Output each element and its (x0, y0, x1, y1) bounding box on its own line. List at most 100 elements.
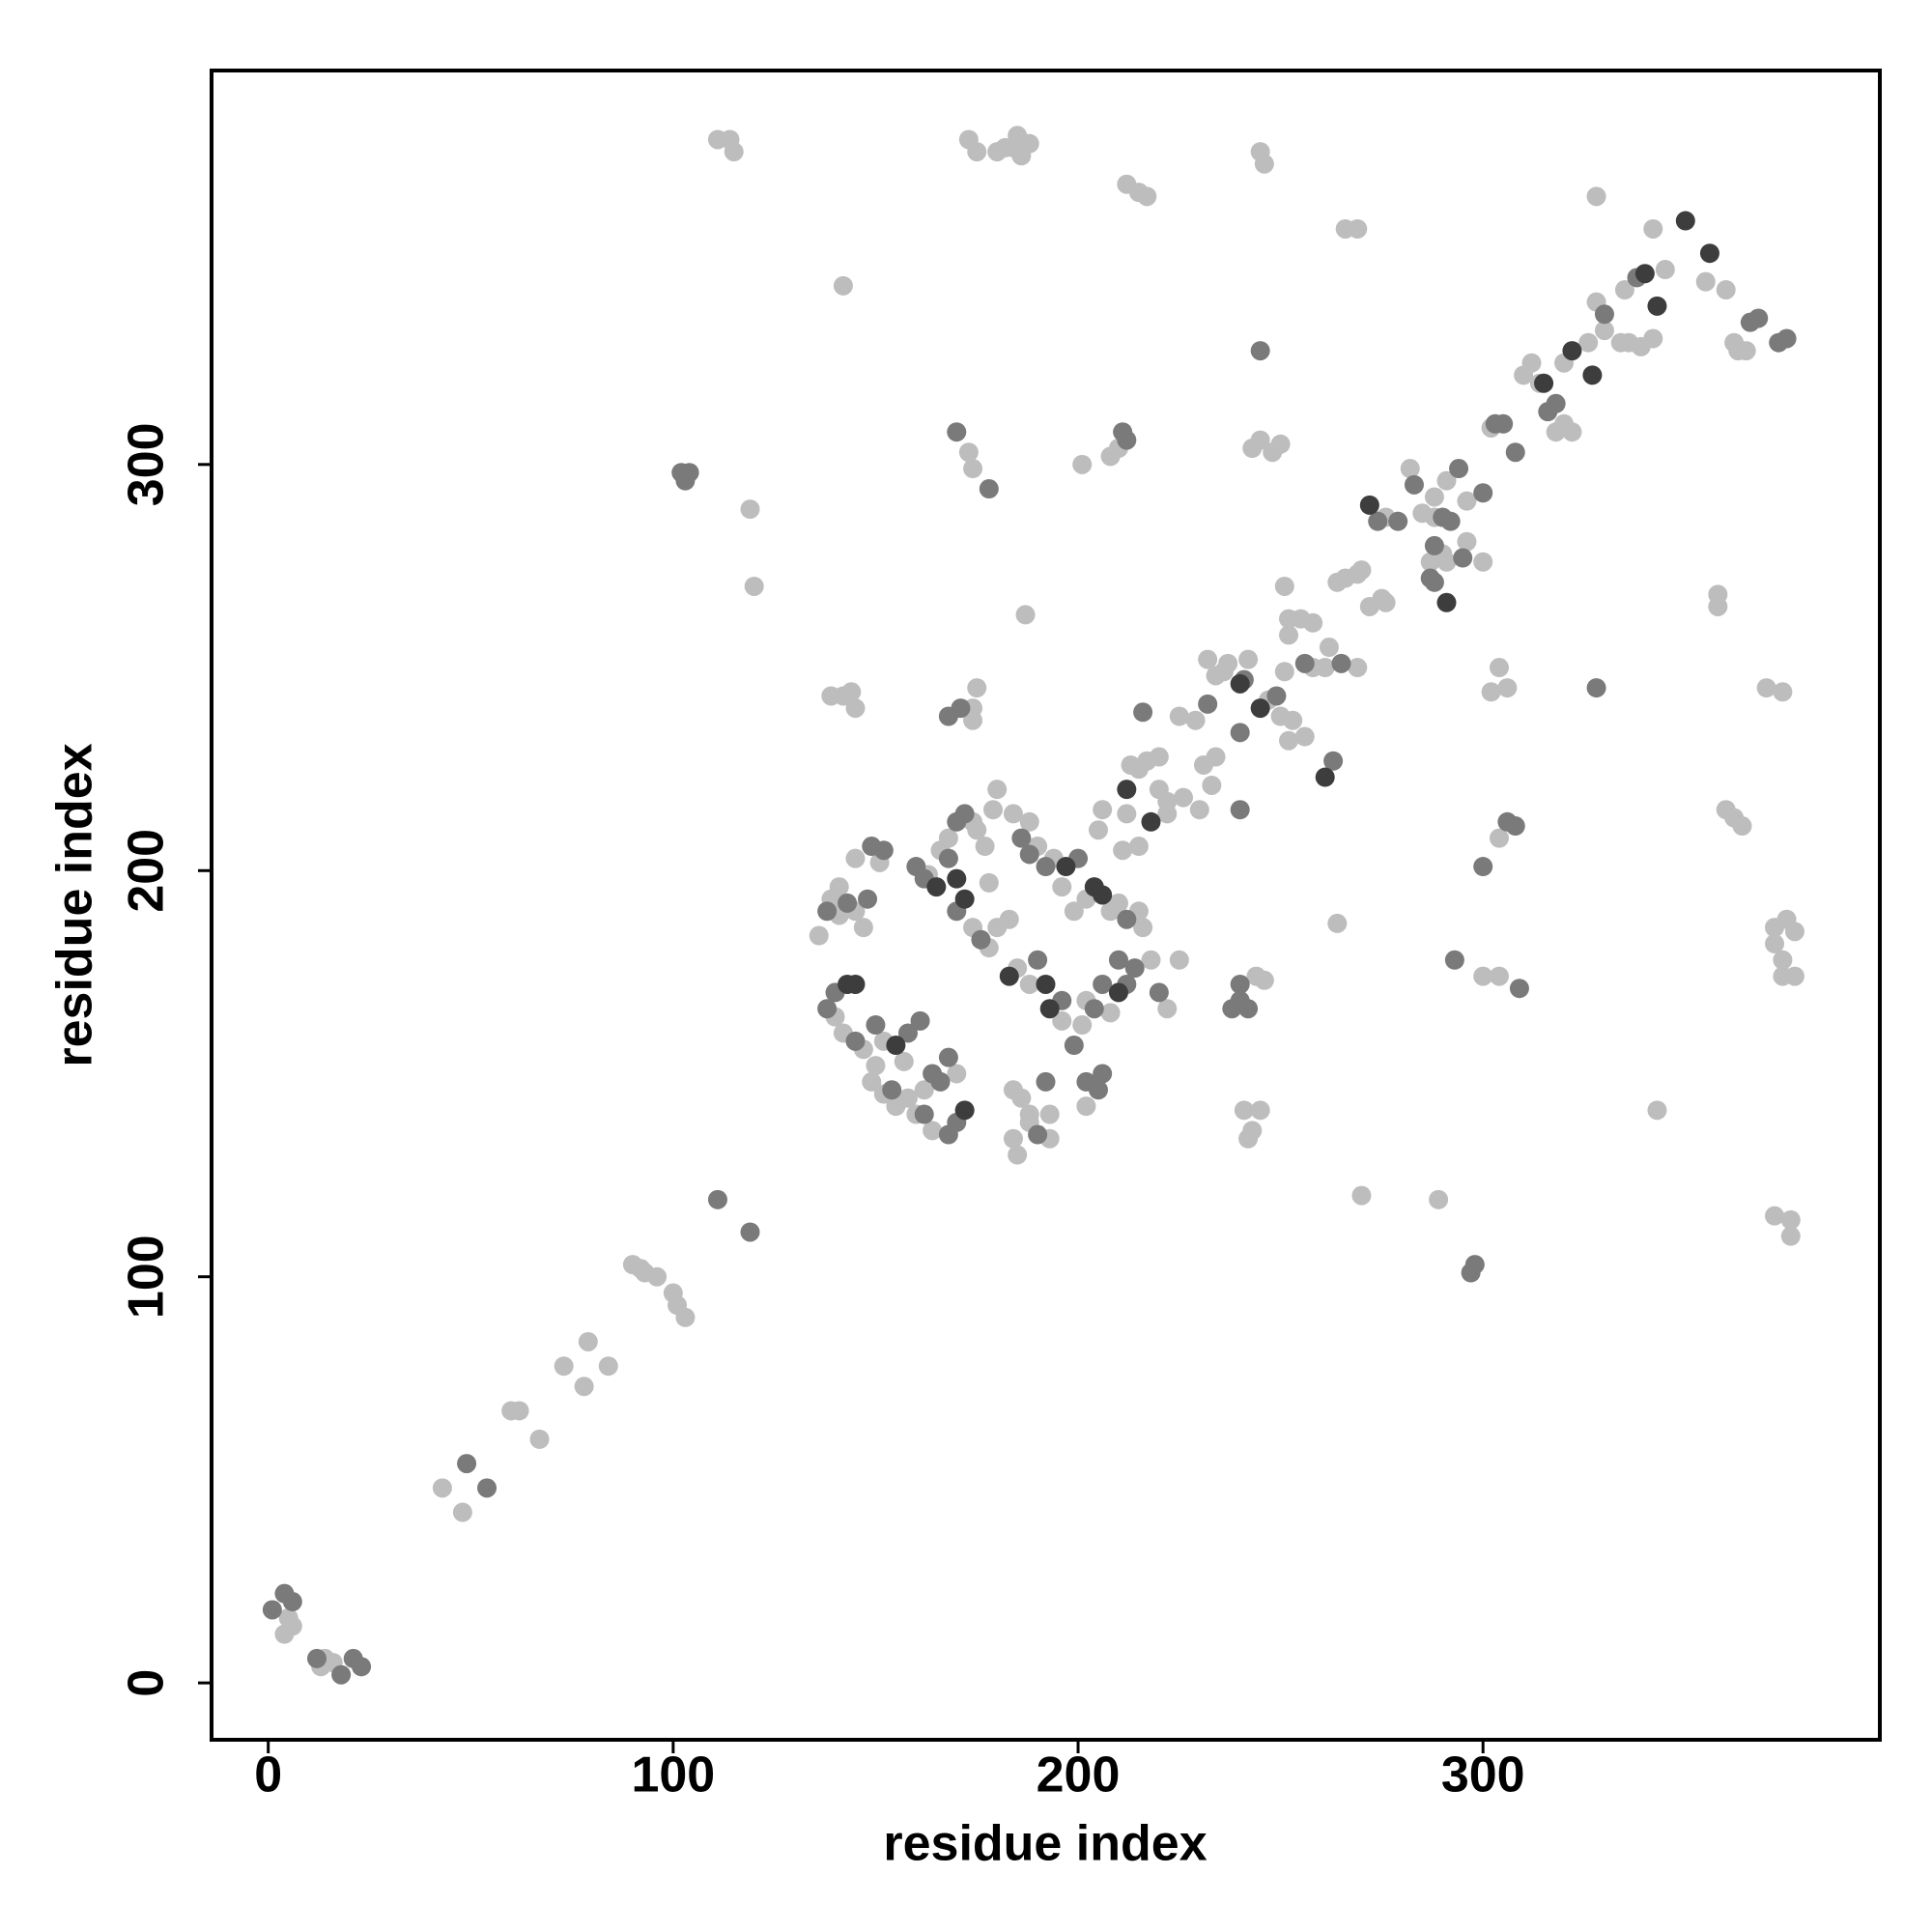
point (1429, 1189, 1449, 1209)
point (1675, 211, 1695, 231)
point (1351, 1185, 1372, 1206)
point (1509, 979, 1529, 999)
point (1473, 552, 1493, 572)
point (282, 1592, 302, 1612)
point (897, 1088, 918, 1108)
point (1039, 999, 1060, 1019)
point (1562, 341, 1582, 361)
point (452, 1502, 472, 1522)
point (967, 142, 987, 162)
point (1765, 933, 1785, 953)
point (457, 1454, 477, 1474)
point (1319, 638, 1339, 658)
point (1449, 459, 1469, 479)
point (1117, 430, 1137, 450)
point (1222, 999, 1242, 1019)
point (1481, 682, 1501, 702)
point (675, 470, 696, 491)
point (1424, 572, 1444, 592)
point (1039, 1104, 1060, 1124)
point (963, 710, 983, 730)
point (1736, 341, 1756, 361)
point (1732, 816, 1752, 837)
point (829, 877, 849, 897)
point (1149, 982, 1169, 1003)
point (1011, 828, 1032, 848)
point (817, 901, 838, 922)
point (1756, 678, 1776, 698)
point (740, 499, 760, 520)
point (1185, 710, 1206, 730)
point (845, 698, 866, 719)
point (1376, 592, 1396, 612)
point (1348, 658, 1368, 678)
point (352, 1657, 372, 1677)
point (1773, 682, 1793, 702)
point (938, 1047, 958, 1067)
point (1594, 321, 1614, 341)
point (1250, 430, 1270, 450)
point (1270, 706, 1291, 726)
point (866, 1015, 886, 1036)
point (1056, 857, 1076, 877)
point (1294, 653, 1315, 673)
point (1117, 780, 1137, 800)
point (1404, 474, 1424, 495)
point (1436, 592, 1457, 612)
point (1230, 974, 1250, 994)
point (845, 974, 866, 994)
point (1254, 154, 1274, 174)
point (1052, 877, 1072, 897)
point (1019, 844, 1039, 865)
point (1457, 491, 1477, 511)
point (1538, 402, 1558, 422)
point (1015, 605, 1036, 625)
point (999, 966, 1019, 986)
point (1614, 280, 1634, 300)
point (1008, 1145, 1028, 1165)
point (1064, 901, 1084, 922)
point (720, 129, 740, 150)
point (1254, 970, 1274, 990)
x-tick-label: 100 (631, 1747, 715, 1804)
point (1489, 658, 1509, 678)
point (1655, 260, 1675, 280)
point (1108, 893, 1128, 913)
point (1003, 137, 1023, 157)
point (923, 1121, 943, 1141)
point (1028, 1124, 1048, 1145)
point (1303, 612, 1323, 633)
point (947, 1064, 967, 1084)
point (1093, 885, 1113, 905)
point (845, 848, 866, 868)
point (1780, 1209, 1801, 1230)
point (1331, 653, 1351, 673)
point (858, 889, 878, 909)
point (1169, 706, 1189, 726)
point (1230, 673, 1250, 694)
point (1141, 811, 1161, 832)
point (1274, 662, 1294, 682)
x-axis-title: residue index (883, 1816, 1207, 1872)
point (1748, 308, 1769, 328)
point (740, 1222, 760, 1242)
point (1238, 1128, 1259, 1149)
point (1578, 332, 1599, 353)
point (1072, 454, 1093, 474)
point (1634, 264, 1655, 284)
point (1457, 531, 1477, 552)
point (1019, 974, 1039, 994)
point (1773, 950, 1793, 970)
point (1230, 723, 1250, 743)
point (1453, 548, 1473, 568)
point (1198, 649, 1218, 669)
point (1473, 483, 1493, 503)
point (1189, 800, 1209, 820)
point (841, 682, 862, 702)
point (1582, 365, 1603, 385)
point (1643, 328, 1663, 349)
point (1586, 186, 1606, 207)
point (1003, 1080, 1023, 1100)
point (1028, 950, 1048, 970)
